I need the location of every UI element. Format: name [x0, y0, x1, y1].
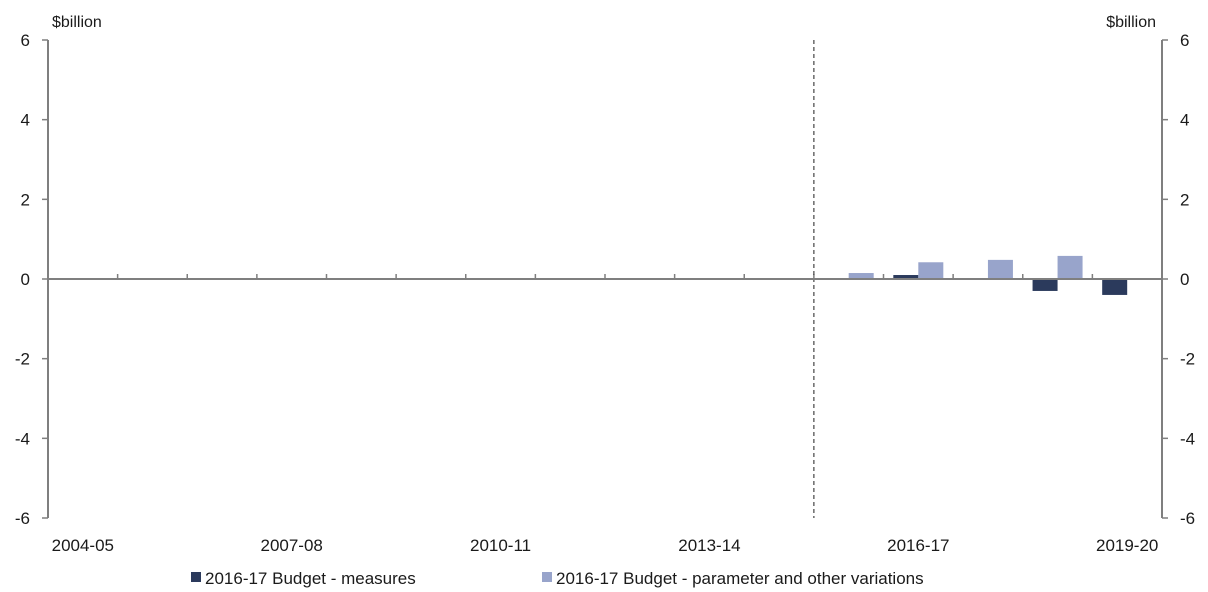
bar-parameter-variations-2016-17	[918, 262, 944, 279]
left-y-tick-label: -6	[15, 509, 30, 528]
x-tick-label: 2013-14	[678, 536, 740, 555]
right-y-tick-label: -6	[1180, 509, 1195, 528]
left-y-tick-label: -2	[15, 350, 30, 369]
bar-series	[848, 255, 1128, 295]
left-y-tick-label: 4	[21, 111, 30, 130]
legend-swatch-parameter-variations	[542, 572, 552, 582]
right-y-tick-label: 4	[1180, 111, 1189, 130]
x-axis: 2004-05 2007-08 2010-11 2013-14 2016-17 2019-…	[52, 274, 1158, 555]
right-y-axis: 6 4 2 0 -2 -4 -6	[1161, 31, 1195, 528]
right-y-tick-label: 2	[1180, 190, 1189, 209]
x-tick-label: 2007-08	[260, 536, 322, 555]
right-y-tick-label: 0	[1180, 270, 1189, 289]
left-y-tick-label: 0	[21, 270, 30, 289]
left-y-tick-label: -4	[15, 429, 30, 448]
bar-measures-2018-19	[1032, 279, 1058, 291]
legend-label-parameter-variations: 2016-17 Budget - parameter and other var…	[556, 569, 924, 588]
left-y-tick-label: 6	[21, 31, 30, 50]
left-y-axis: 6 4 2 0 -2 -4 -6	[15, 31, 49, 528]
x-tick-label: 2010-11	[470, 536, 531, 555]
legend-swatch-measures	[191, 572, 201, 582]
x-tick-label: 2016-17	[887, 536, 949, 555]
right-y-tick-label: -2	[1180, 350, 1195, 369]
left-unit-label: $billion	[52, 14, 102, 31]
x-tick-label: 2019-20	[1096, 536, 1158, 555]
x-tick-label: 2004-05	[52, 536, 114, 555]
bar-parameter-variations-2018-19	[1057, 255, 1083, 279]
right-y-tick-label: -4	[1180, 429, 1195, 448]
legend: 2016-17 Budget - measures 2016-17 Budget…	[191, 569, 924, 588]
bar-measures-2019-20	[1102, 279, 1128, 295]
left-y-tick-label: 2	[21, 190, 30, 209]
right-y-tick-label: 6	[1180, 31, 1189, 50]
bar-parameter-variations-2017-18	[987, 259, 1013, 279]
right-unit-label: $billion	[1106, 14, 1156, 31]
bar-parameter-variations-2015-16	[848, 273, 874, 279]
bar-measures-2016-17	[893, 275, 919, 279]
legend-label-measures: 2016-17 Budget - measures	[205, 569, 416, 588]
